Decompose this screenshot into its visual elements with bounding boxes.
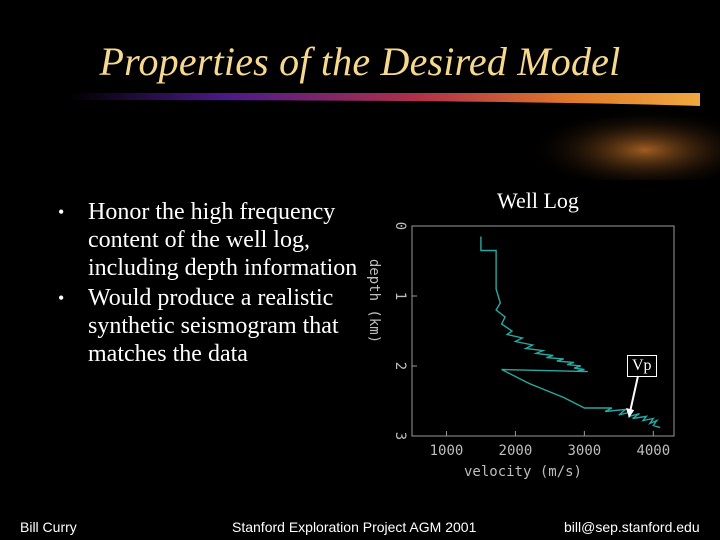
- x-tick-label: 4000: [636, 443, 670, 459]
- well-log-chart: 0 1 2 3 1000 2000 3000 4000 velocity (m/s) depth …: [366, 222, 675, 480]
- y-tick-label: 2: [392, 362, 408, 370]
- x-tick-label: 3000: [568, 443, 602, 459]
- title-swoosh-decoration: [70, 60, 720, 180]
- footer-email: bill@sep.stanford.edu: [564, 519, 700, 535]
- vp-label: Vp: [627, 355, 657, 377]
- bullet-item: • Honor the high frequency content of th…: [58, 198, 358, 282]
- vp-arrow: [626, 375, 639, 418]
- well-log-caption: Well Log: [497, 188, 579, 213]
- y-tick-label: 0: [392, 222, 408, 230]
- y-tick-label: 1: [392, 292, 408, 300]
- y-axis-label: depth (km): [366, 259, 382, 343]
- x-axis-label: velocity (m/s): [464, 464, 582, 480]
- x-tick-label: 1000: [430, 443, 464, 459]
- footer-event: Stanford Exploration Project AGM 2001: [232, 519, 477, 535]
- slide-title: Properties of the Desired Model: [99, 39, 621, 84]
- x-tick-label: 2000: [499, 443, 533, 459]
- footer-author: Bill Curry: [20, 519, 77, 535]
- plot-frame: [411, 225, 675, 437]
- bullet-text: Honor the high frequency content of the …: [88, 199, 358, 281]
- y-tick-label: 3: [392, 432, 408, 440]
- bullet-dot: •: [58, 288, 65, 308]
- velocity-series-line: [480, 236, 661, 429]
- bullet-item: • Would produce a realistic synthetic se…: [58, 284, 358, 368]
- bullet-list: • Honor the high frequency content of th…: [58, 198, 358, 370]
- bullet-dot: •: [58, 202, 65, 222]
- bullet-text: Would produce a realistic synthetic seis…: [88, 285, 339, 367]
